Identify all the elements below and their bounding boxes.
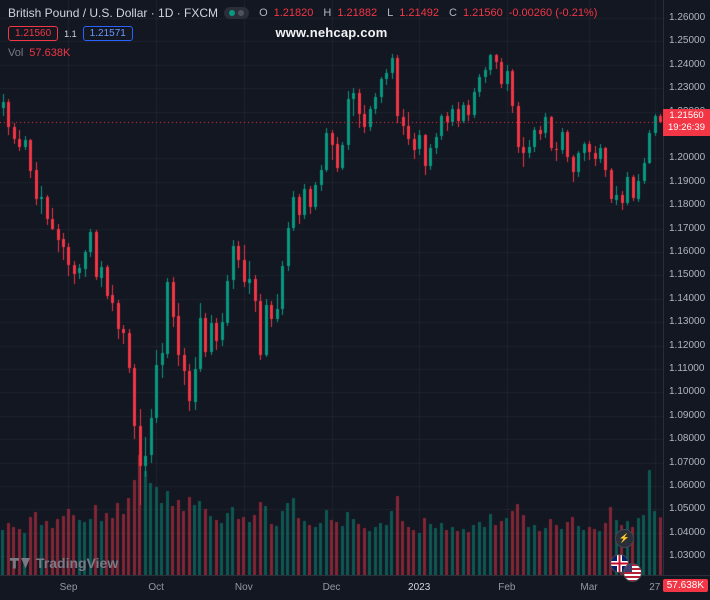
price-tick-label: 1.13000: [669, 316, 706, 328]
volume-indicator-label: Vol: [8, 47, 24, 59]
time-tick-label: 27: [649, 582, 661, 593]
us-flag-canton: [624, 564, 632, 572]
stream-toggle[interactable]: [224, 7, 250, 19]
price-tick-label: 1.15000: [669, 269, 706, 281]
volume-axis-label: 57.638K: [662, 579, 708, 592]
chart-legend: British Pound / U.S. Dollar · 1D · FXCM …: [8, 6, 597, 65]
spread-value: 1.1: [64, 28, 77, 39]
price-tick-label: 1.17000: [669, 222, 706, 234]
price-tick-label: 1.07000: [669, 456, 706, 468]
stream-on-dot-icon: [229, 10, 236, 16]
time-tick-label: 2023: [408, 582, 431, 593]
close-value: 1.21560: [462, 7, 503, 19]
change-value: -0.00260 (-0.21%): [508, 7, 598, 19]
time-tick-label: Mar: [580, 582, 598, 593]
last-price-value: 1.21560: [669, 109, 704, 121]
bid-ask-row: 1.21560 1.1 1.21571: [8, 26, 597, 41]
sell-button[interactable]: 1.21560: [8, 26, 59, 41]
price-tick-label: 1.12000: [669, 339, 706, 351]
price-tick-label: 1.14000: [669, 292, 706, 304]
volume-indicator-value: 57.638K: [29, 47, 71, 59]
price-tick-label: 1.16000: [669, 246, 706, 258]
usd-flag-icon[interactable]: [623, 563, 642, 582]
close-label: C: [449, 7, 457, 19]
price-tick-label: 1.05000: [669, 503, 706, 515]
open-value: 1.21820: [273, 7, 314, 19]
price-tick-label: 1.04000: [669, 526, 706, 538]
price-tick-label: 1.24000: [669, 58, 706, 70]
volume-row: Vol 57.638K: [8, 47, 597, 59]
low-value: 1.21492: [399, 7, 439, 19]
time-tick-label: Sep: [59, 582, 78, 593]
price-chart-canvas[interactable]: [0, 0, 663, 575]
price-tick-label: 1.20000: [669, 152, 706, 164]
high-label: H: [323, 7, 332, 19]
last-price-label: 1.21560 19:26:39: [663, 108, 710, 136]
time-tick-label: Dec: [322, 582, 341, 593]
symbol-title[interactable]: British Pound / U.S. Dollar · 1D · FXCM: [8, 6, 219, 20]
price-tick-label: 1.19000: [669, 175, 706, 187]
price-tick-label: 1.10000: [669, 386, 706, 398]
price-tick-label: 1.09000: [669, 409, 706, 421]
price-tick-label: 1.11000: [669, 363, 705, 375]
tradingview-logo[interactable]: TradingView: [10, 555, 118, 571]
tradingview-logo-text: TradingView: [36, 555, 119, 571]
time-tick-label: Nov: [234, 582, 253, 593]
price-tick-label: 1.25000: [669, 35, 706, 47]
time-tick-label: Oct: [148, 582, 164, 593]
bar-countdown: 19:26:39: [668, 122, 705, 134]
time-tick-label: Feb: [498, 582, 516, 593]
price-tick-label: 1.23000: [669, 82, 706, 94]
chart-pane[interactable]: [0, 0, 663, 575]
legend-title-row: British Pound / U.S. Dollar · 1D · FXCM …: [8, 6, 597, 20]
time-axis[interactable]: 57.638K Sep Oct Nov Dec 2023 Feb Mar 27: [0, 575, 710, 600]
price-axis[interactable]: 1.260001.250001.240001.230001.220001.200…: [663, 0, 710, 575]
price-tick-label: 1.06000: [669, 480, 706, 492]
price-tick-label: 1.18000: [669, 199, 706, 211]
tradingview-logo-icon: [10, 557, 30, 568]
low-label: L: [387, 7, 394, 19]
stream-off-dot-icon: [238, 10, 245, 16]
open-label: O: [259, 7, 268, 19]
buy-button[interactable]: 1.21571: [82, 26, 133, 41]
price-tick-label: 1.08000: [669, 433, 706, 445]
high-value: 1.21882: [337, 7, 378, 19]
price-tick-label: 1.26000: [669, 12, 706, 24]
lightning-icon: ⚡: [618, 533, 631, 543]
quick-trade-button[interactable]: ⚡: [615, 529, 634, 548]
price-tick-label: 1.03000: [669, 550, 706, 562]
